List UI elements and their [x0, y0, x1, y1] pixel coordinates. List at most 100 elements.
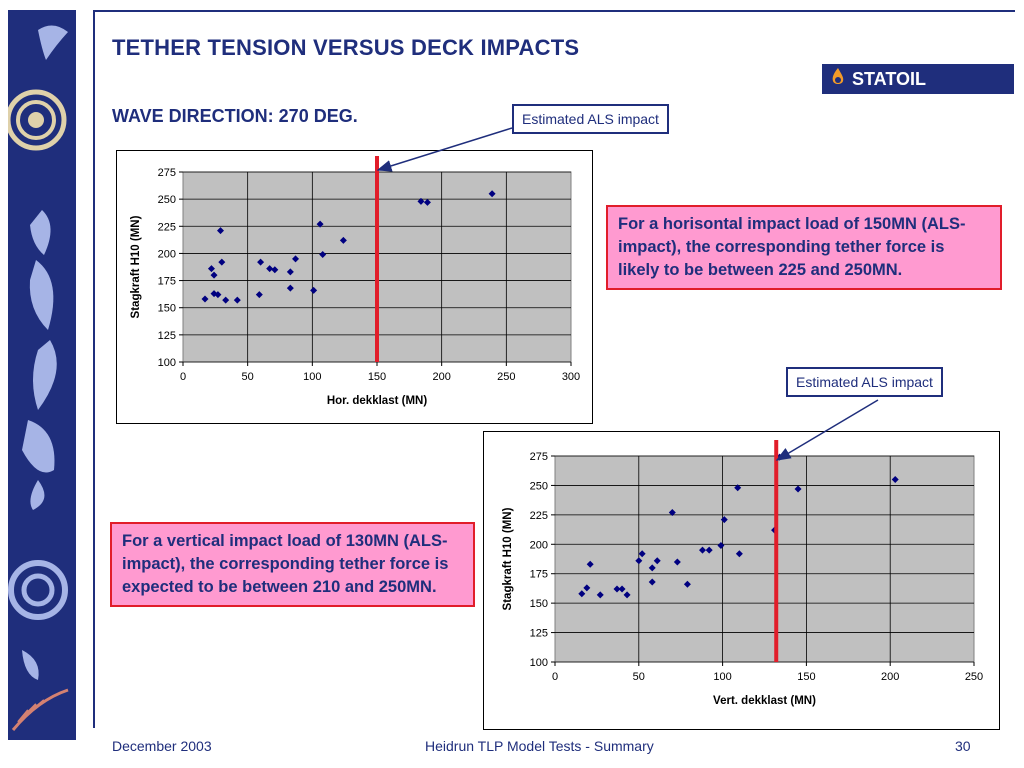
x-tick-label: 150 [797, 671, 815, 683]
data-point [734, 484, 742, 492]
chart-vertical-impact: 100 125 150 175 200 225 250 275 0 50 100 150 200 250 V… [483, 431, 1000, 730]
data-point [638, 550, 646, 558]
data-point [257, 258, 265, 266]
data-point [210, 290, 218, 298]
data-point [316, 220, 324, 228]
data-point [417, 197, 425, 205]
y-tick-label: 225 [158, 221, 176, 233]
data-point [891, 476, 899, 484]
decorative-sidebar [0, 0, 86, 768]
data-point [735, 550, 743, 558]
y-tick-label: 175 [530, 569, 548, 581]
y-axis-label: Stagkraft H10 (MN) [502, 507, 514, 610]
data-point [207, 265, 215, 273]
data-point [286, 284, 294, 292]
y-tick-label: 100 [530, 657, 548, 669]
data-point [222, 296, 230, 304]
page-title: TETHER TENSION VERSUS DECK IMPACTS [112, 35, 580, 60]
y-tick-label: 250 [530, 480, 548, 492]
chart1-svg: 100 125 150 175 200 225 250 275 0 50 100 150 200 250 3… [130, 156, 580, 407]
page-subtitle: WAVE DIRECTION: 270 DEG. [112, 106, 358, 126]
data-point [583, 584, 591, 592]
frame-left-rule [93, 10, 95, 728]
y-tick-label: 150 [530, 598, 548, 610]
y-tick-label: 125 [530, 628, 548, 640]
data-point [668, 509, 676, 517]
y-axis-label: Stagkraft H10 (MN) [130, 215, 142, 318]
y-tick-label: 275 [530, 451, 548, 463]
data-point [596, 591, 604, 599]
y-tick-label: 225 [530, 510, 548, 522]
x-tick-label: 250 [497, 371, 515, 383]
data-point [794, 485, 802, 493]
data-point [648, 564, 656, 572]
data-point [613, 585, 621, 593]
statoil-logo: STATOIL [822, 64, 1014, 94]
data-point [214, 291, 222, 299]
note-vertical: For a vertical impact load of 130MN (ALS… [110, 522, 475, 607]
data-point [635, 557, 643, 565]
data-point [648, 578, 656, 586]
x-tick-label: 100 [713, 671, 731, 683]
data-point [488, 190, 496, 198]
x-tick-label: 300 [562, 371, 580, 383]
y-tick-label: 150 [158, 303, 176, 315]
data-point [339, 236, 347, 244]
data-point [698, 546, 706, 554]
x-tick-label: 100 [303, 371, 321, 383]
als-callout-top: Estimated ALS impact [512, 104, 669, 134]
x-tick-label: 250 [965, 671, 983, 683]
y-tick-label: 250 [158, 194, 176, 206]
y-tick-label: 200 [158, 248, 176, 260]
footer-title: Heidrun TLP Model Tests - Summary [425, 738, 654, 754]
data-point [717, 541, 725, 549]
x-axis-label: Vert. dekklast (MN) [713, 695, 816, 707]
data-point [201, 295, 209, 303]
data-point [266, 265, 274, 273]
footer-date: December 2003 [112, 738, 212, 754]
x-tick-label: 150 [368, 371, 386, 383]
data-point [217, 227, 225, 235]
data-point [210, 271, 218, 279]
data-point [653, 557, 661, 565]
x-tick-label: 200 [881, 671, 899, 683]
frame-top-rule [93, 10, 1015, 12]
data-point [586, 560, 594, 568]
flame-icon [830, 67, 846, 92]
data-point [233, 296, 241, 304]
plot-area [554, 455, 975, 663]
y-tick-label: 175 [158, 276, 176, 288]
x-axis-label: Hor. dekklast (MN) [327, 395, 427, 407]
data-point [218, 258, 226, 266]
fossil-illustration-icon [5, 25, 69, 731]
data-point [286, 268, 294, 276]
chart-horizontal-impact: 100 125 150 175 200 225 250 275 0 50 100 150 200 250 3… [116, 150, 593, 424]
data-point [673, 558, 681, 566]
y-tick-label: 100 [158, 357, 176, 369]
data-point [623, 591, 631, 599]
x-tick-label: 50 [633, 671, 645, 683]
x-tick-label: 200 [432, 371, 450, 383]
data-point [255, 291, 263, 299]
data-point [310, 286, 318, 294]
data-point [423, 198, 431, 206]
y-tick-label: 125 [158, 330, 176, 342]
x-tick-label: 0 [552, 671, 558, 683]
y-tick-label: 200 [530, 539, 548, 551]
x-tick-label: 0 [180, 371, 186, 383]
data-point [292, 255, 300, 263]
footer-page-number: 30 [955, 738, 971, 754]
data-point [683, 580, 691, 588]
data-point [720, 516, 728, 524]
als-callout-bottom: Estimated ALS impact [786, 367, 943, 397]
note-horizontal: For a horisontal impact load of 150MN (A… [606, 205, 1002, 290]
data-point [319, 251, 327, 259]
chart2-svg: 100 125 150 175 200 225 250 275 0 50 100 150 200 250 V… [502, 440, 983, 707]
data-point [578, 590, 586, 598]
x-tick-label: 50 [242, 371, 254, 383]
data-point [271, 266, 279, 274]
y-tick-label: 275 [158, 167, 176, 179]
fossil-strip [5, 10, 76, 740]
data-point [705, 546, 713, 554]
logo-text: STATOIL [852, 68, 926, 89]
